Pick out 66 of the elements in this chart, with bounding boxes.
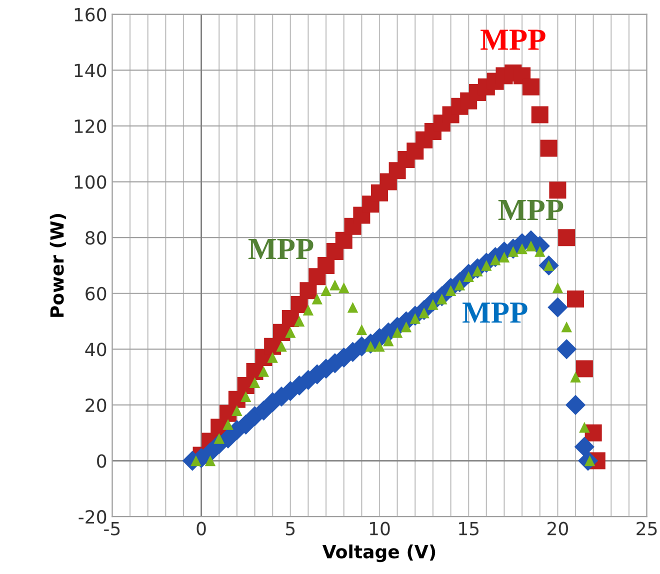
point (285, 327, 296, 338)
y-tick-label: -20 (78, 510, 106, 524)
point (548, 297, 568, 318)
point (204, 455, 216, 466)
y-tick-label: 160 (74, 8, 106, 22)
point (579, 422, 590, 433)
point (347, 302, 358, 313)
point (240, 391, 252, 402)
point (531, 106, 548, 124)
y-tick-label: 120 (74, 119, 106, 134)
point (312, 294, 323, 304)
point (383, 335, 394, 346)
point (267, 352, 278, 363)
x-tick-label: 25 (636, 522, 657, 536)
annotation: MPP (462, 302, 528, 323)
point (318, 256, 335, 274)
annotation: MPP (480, 30, 546, 50)
x-tick-label: 0 (196, 522, 206, 536)
point (214, 433, 224, 444)
y-tick-label: 140 (74, 64, 106, 78)
y-axis-title: Power (W) (50, 214, 66, 317)
point (567, 290, 584, 308)
point (516, 243, 528, 254)
point (258, 366, 270, 377)
y-tick-label: 40 (85, 342, 106, 356)
point (249, 377, 260, 388)
x-tick-label: 5 (286, 522, 295, 536)
point (570, 372, 581, 382)
point (526, 240, 536, 252)
annotation: MPP (498, 200, 564, 220)
point (498, 252, 510, 262)
y-tick-label: 0 (97, 454, 106, 468)
point (222, 419, 234, 430)
point (552, 282, 564, 294)
point (330, 280, 340, 290)
point (574, 436, 594, 457)
x-tick-label: 20 (548, 522, 568, 536)
point (356, 324, 368, 336)
y-tick-label: 100 (74, 175, 106, 189)
point (522, 78, 540, 96)
point (565, 394, 586, 416)
point (561, 321, 572, 332)
point (374, 341, 385, 352)
x-tick-label: 15 (459, 522, 479, 536)
point (276, 341, 287, 352)
x-tick-label: -5 (104, 522, 120, 536)
point (320, 285, 332, 296)
point (302, 304, 314, 316)
x-tick-label: 10 (370, 522, 390, 536)
point (558, 229, 576, 246)
point (335, 232, 352, 249)
y-tick-label: 80 (86, 231, 106, 245)
point (534, 246, 546, 257)
point (540, 140, 558, 157)
y-tick-label: 60 (86, 286, 106, 300)
point (400, 321, 412, 332)
point (392, 327, 403, 338)
x-axis-title: Voltage (V) (322, 544, 436, 562)
point (338, 282, 350, 294)
point (576, 360, 593, 378)
point (556, 339, 577, 360)
annotation: MPP (248, 239, 314, 260)
y-tick-label: 20 (86, 398, 106, 412)
point (232, 405, 242, 416)
point (294, 316, 305, 327)
point (549, 182, 566, 199)
